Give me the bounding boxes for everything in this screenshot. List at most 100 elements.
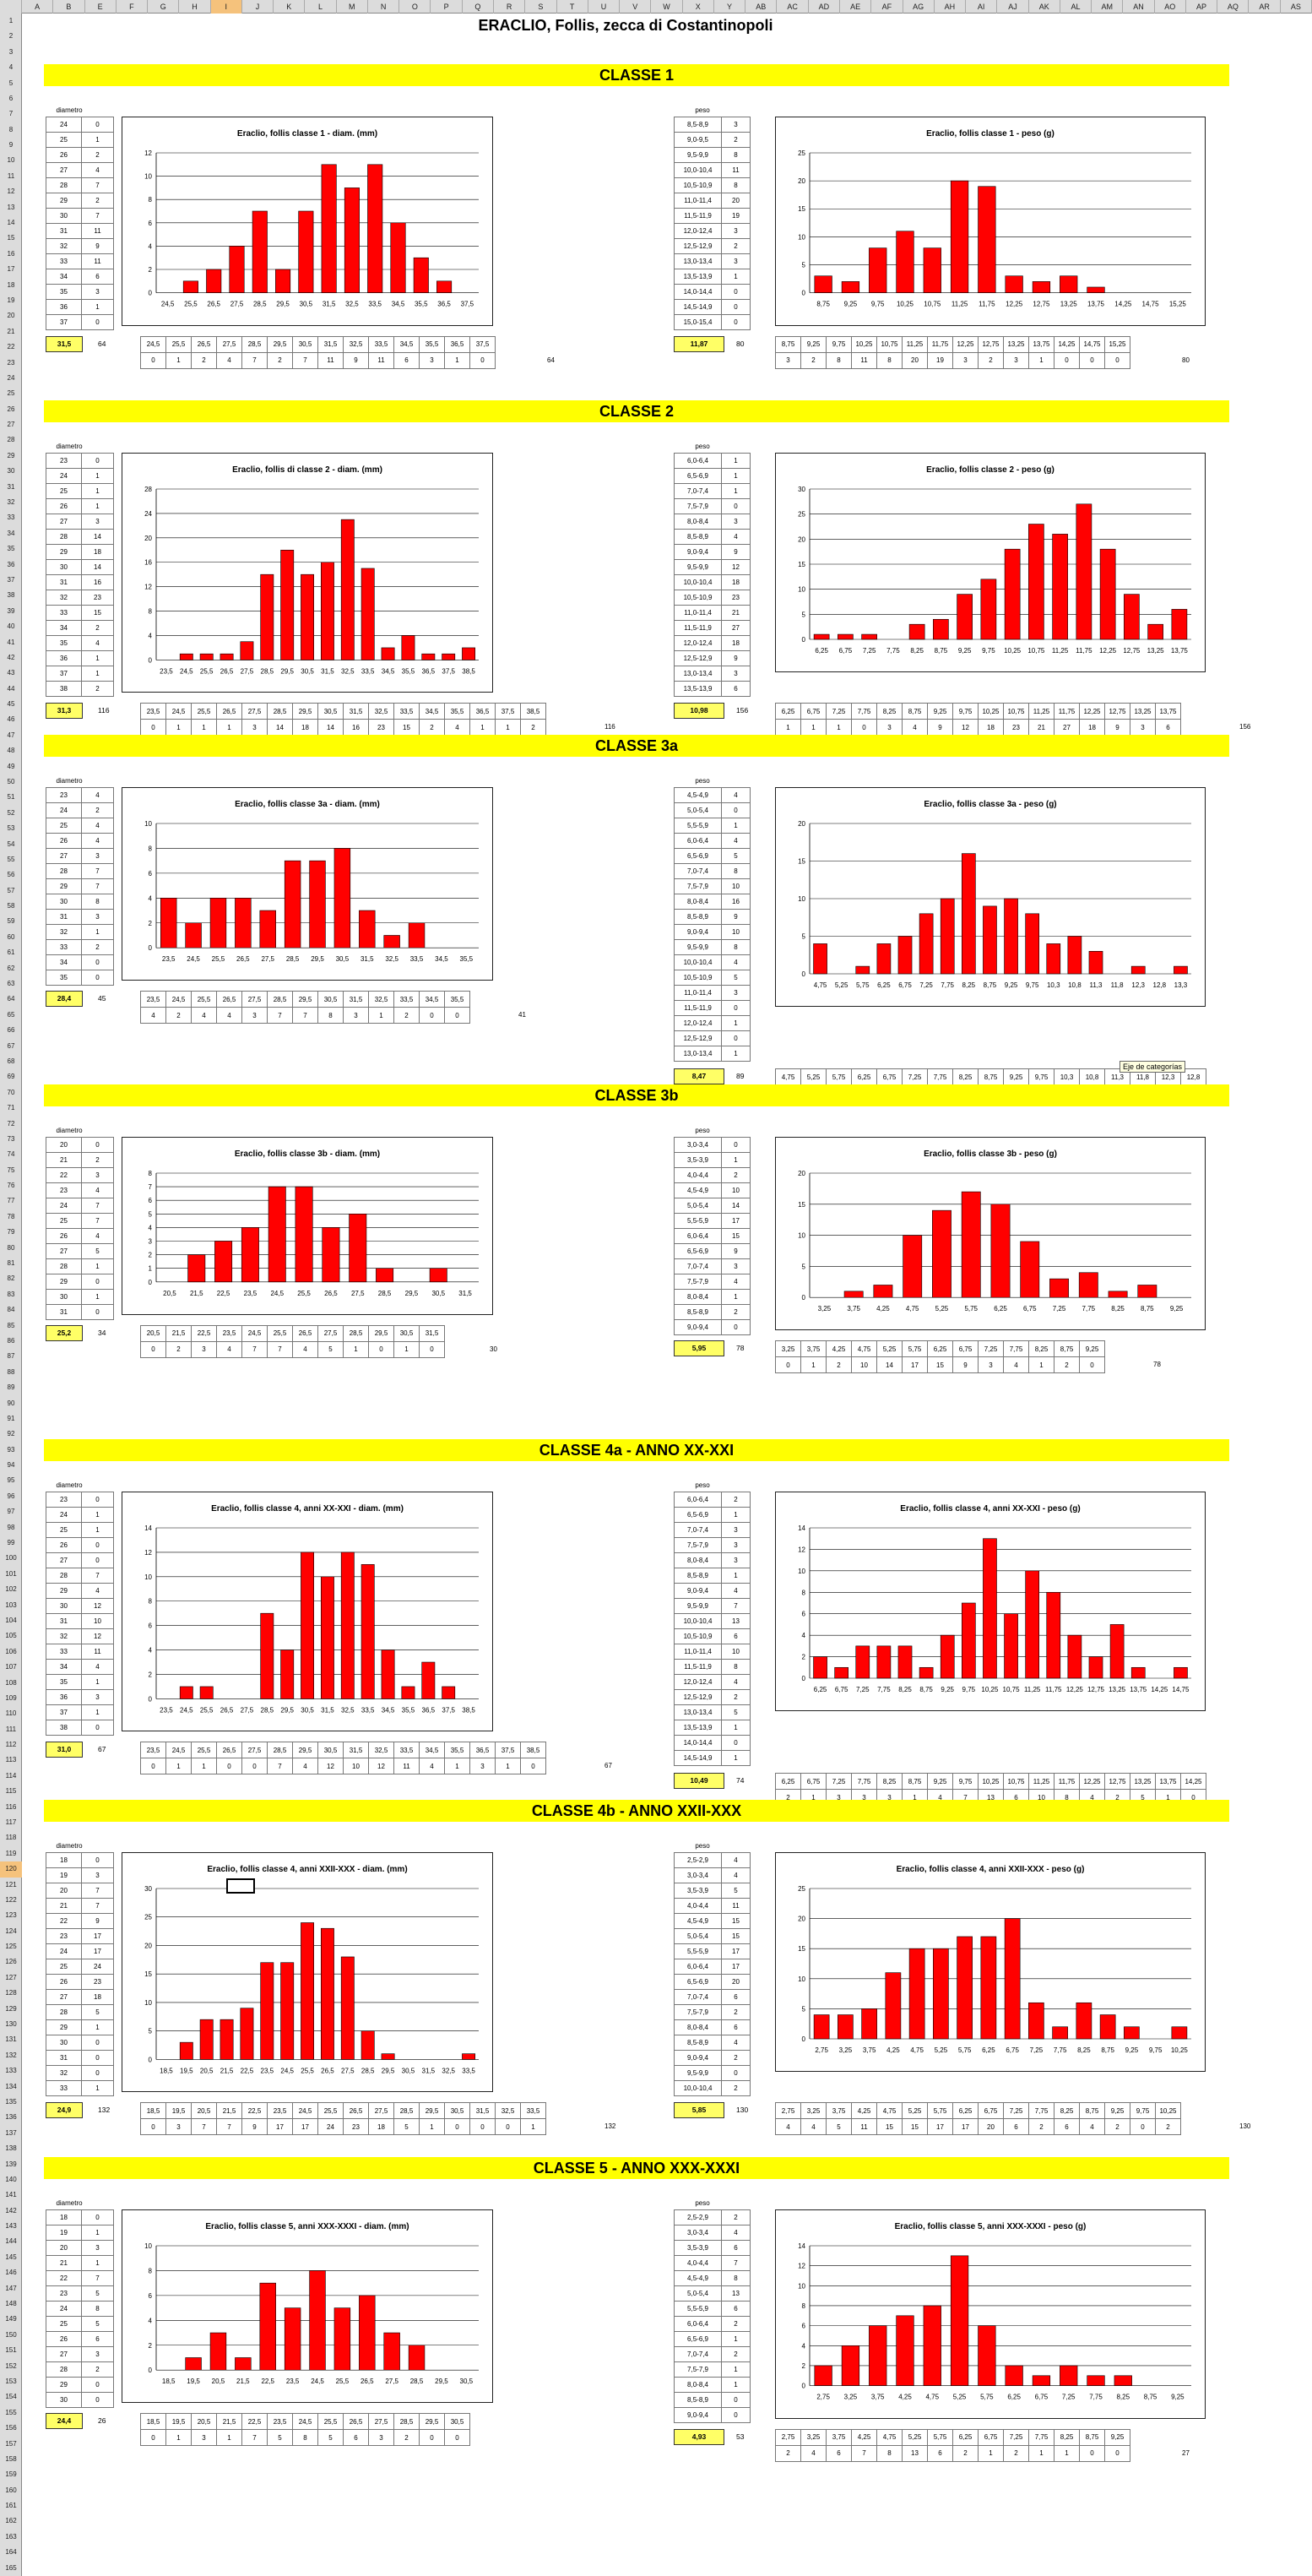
category-cell[interactable]: 21,5 <box>165 1324 192 1342</box>
value-cell[interactable]: 33 <box>46 605 82 621</box>
count-cell[interactable]: 0 <box>721 1000 751 1016</box>
range-cell[interactable]: 5,5-5,9 <box>674 1213 722 1229</box>
frequency-cell[interactable]: 4 <box>419 1758 445 1775</box>
frequency-cell[interactable]: 0 <box>851 719 877 736</box>
category-cell[interactable]: 29,5 <box>292 991 318 1008</box>
frequency-cell[interactable]: 7 <box>267 1340 293 1358</box>
row-header-28[interactable]: 28 <box>7 436 15 444</box>
value-cell[interactable]: 20 <box>46 2240 82 2256</box>
row-header-144[interactable]: 144 <box>5 2237 17 2246</box>
range-cell[interactable]: 11,5-11,9 <box>674 1659 722 1675</box>
range-cell[interactable]: 9,0-9,4 <box>674 544 722 560</box>
count-cell[interactable]: 6 <box>721 2019 751 2035</box>
category-cell[interactable]: 20,5 <box>191 2413 217 2431</box>
frequency-cell[interactable]: 0 <box>419 1340 445 1358</box>
value-cell[interactable]: 24 <box>46 117 82 133</box>
count-cell[interactable]: 10 <box>721 924 751 940</box>
frequency-cell[interactable]: 24 <box>317 2118 344 2136</box>
category-cell[interactable]: 27,5 <box>241 703 268 720</box>
range-cell[interactable]: 5,5-5,9 <box>674 2301 722 2317</box>
value-cell[interactable]: 27 <box>46 1243 82 1259</box>
count-cell[interactable]: 5 <box>81 1243 114 1259</box>
category-cell[interactable]: 22,5 <box>241 2413 268 2431</box>
count-cell[interactable]: 0 <box>81 1304 114 1320</box>
value-cell[interactable]: 24 <box>46 1507 82 1523</box>
range-cell[interactable]: 13,0-13,4 <box>674 1704 722 1720</box>
row-header-48[interactable]: 48 <box>7 747 15 755</box>
frequency-cell[interactable]: 0 <box>419 1007 445 1024</box>
value-cell[interactable]: 36 <box>46 650 82 666</box>
value-cell[interactable]: 26 <box>46 147 82 163</box>
column-header-t[interactable]: T <box>557 0 588 14</box>
column-header-ah[interactable]: AH <box>935 0 967 14</box>
range-cell[interactable]: 2,5-2,9 <box>674 2209 722 2225</box>
frequency-cell[interactable]: 7 <box>241 2429 268 2447</box>
count-cell[interactable]: 3 <box>721 223 751 239</box>
range-cell[interactable]: 11,5-11,9 <box>674 1000 722 1016</box>
diametro-table[interactable]: 23 0 24 1 25 1 26 0 27 0 28 7 29 4 30 12 31 10 32 12 33 11 34 4… <box>46 1492 114 1736</box>
peso-mean[interactable]: 5,85 <box>674 2102 724 2119</box>
category-cell[interactable]: 32,5 <box>495 2102 521 2120</box>
row-header-140[interactable]: 140 <box>5 2175 17 2183</box>
value-cell[interactable]: 18 <box>46 2209 82 2225</box>
count-cell[interactable]: 2 <box>721 1689 751 1705</box>
column-header-l[interactable]: L <box>305 0 337 14</box>
value-cell[interactable]: 29 <box>46 1583 82 1599</box>
row-header-115[interactable]: 115 <box>5 1787 17 1796</box>
category-cell[interactable]: 31,5 <box>343 703 369 720</box>
value-cell[interactable]: 23 <box>46 1928 82 1944</box>
count-cell[interactable]: 3 <box>721 514 751 530</box>
row-header-6[interactable]: 6 <box>8 94 14 102</box>
peso-category-table[interactable]: 8,75 9,25 9,75 10,25 10,75 11,25 11,75 12,25 12,… <box>775 335 1130 369</box>
count-cell[interactable]: 5 <box>81 2285 114 2302</box>
frequency-cell[interactable]: 4 <box>292 1758 318 1775</box>
row-header-38[interactable]: 38 <box>7 591 15 600</box>
category-cell[interactable]: 18,5 <box>140 2102 166 2120</box>
frequency-cell[interactable]: 4 <box>216 1340 242 1358</box>
count-cell[interactable]: 3 <box>81 909 114 925</box>
count-cell[interactable]: 0 <box>721 498 751 514</box>
value-cell[interactable]: 28 <box>46 2361 82 2378</box>
count-cell[interactable]: 1 <box>81 468 114 484</box>
category-cell[interactable]: 4,75 <box>876 2102 903 2120</box>
category-cell[interactable]: 9,75 <box>952 1773 979 1791</box>
peso-category-table[interactable]: 6,25 6,75 7,25 7,75 8,25 8,75 9,25 9,75 10,25 10,… <box>775 703 1181 736</box>
frequency-cell[interactable]: 2 <box>165 1340 192 1358</box>
value-cell[interactable]: 29 <box>46 193 82 209</box>
frequency-cell[interactable]: 1 <box>444 351 470 369</box>
count-cell[interactable]: 0 <box>81 954 114 970</box>
frequency-cell[interactable]: 7 <box>191 2118 217 2136</box>
frequency-cell[interactable]: 15 <box>902 2118 928 2136</box>
frequency-cell[interactable]: 3 <box>191 1340 217 1358</box>
row-header-163[interactable]: 163 <box>5 2532 17 2541</box>
category-cell[interactable]: 8,75 <box>902 1773 928 1791</box>
range-cell[interactable]: 5,5-5,9 <box>674 1943 722 1959</box>
category-cell[interactable]: 5,25 <box>902 2428 928 2446</box>
count-cell[interactable]: 0 <box>81 1720 114 1736</box>
row-header-37[interactable]: 37 <box>7 575 15 584</box>
count-cell[interactable]: 16 <box>81 574 114 590</box>
category-cell[interactable]: 2,75 <box>775 2102 801 2120</box>
frequency-cell[interactable]: 2 <box>775 2444 801 2462</box>
range-cell[interactable]: 4,0-4,4 <box>674 2255 722 2271</box>
category-cell[interactable]: 20,5 <box>140 1324 166 1342</box>
range-cell[interactable]: 4,5-4,9 <box>674 2270 722 2286</box>
range-cell[interactable]: 6,0-6,4 <box>674 1492 722 1508</box>
diametro-category-table[interactable]: 18,5 19,5 20,5 21,5 22,5 23,5 24,5 25,5 26,5 27,5… <box>140 2102 546 2136</box>
range-cell[interactable]: 14,5-14,9 <box>674 299 722 315</box>
frequency-cell[interactable]: 17 <box>902 1356 928 1374</box>
row-header-145[interactable]: 145 <box>5 2253 17 2261</box>
frequency-cell[interactable]: 16 <box>343 719 369 736</box>
row-header-102[interactable]: 102 <box>5 1585 17 1594</box>
range-cell[interactable]: 9,5-9,9 <box>674 147 722 163</box>
category-cell[interactable]: 37,5 <box>469 335 496 353</box>
range-cell[interactable]: 12,0-12,4 <box>674 1015 722 1031</box>
frequency-cell[interactable]: 6 <box>826 2444 852 2462</box>
frequency-cell[interactable]: 4 <box>800 2444 827 2462</box>
range-cell[interactable]: 6,5-6,9 <box>674 2331 722 2347</box>
row-header-52[interactable]: 52 <box>7 808 15 817</box>
count-cell[interactable]: 2 <box>721 1304 751 1320</box>
row-header-69[interactable]: 69 <box>7 1073 15 1081</box>
value-cell[interactable]: 35 <box>46 1674 82 1690</box>
count-cell[interactable]: 6 <box>721 2301 751 2317</box>
